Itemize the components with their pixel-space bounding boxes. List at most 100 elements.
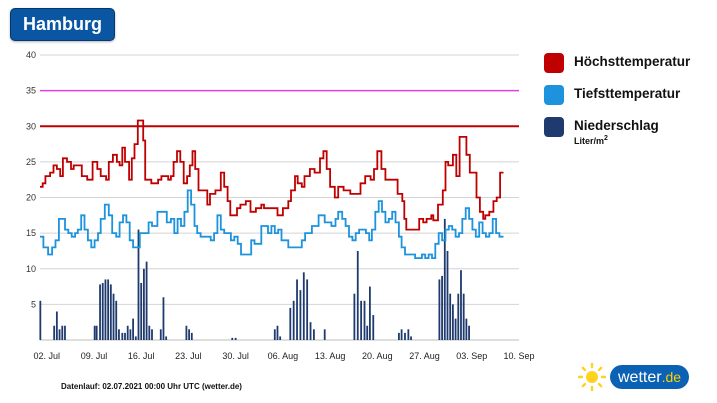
- legend-label-min: Tiefsttemperatur: [574, 86, 681, 101]
- legend-label-precip: Niederschlag: [574, 118, 659, 133]
- x-tick-label: 10. Sep: [503, 351, 534, 361]
- precip-bar: [279, 336, 282, 340]
- precip-bar: [55, 311, 58, 340]
- precip-bar: [457, 293, 460, 340]
- precip-bar: [234, 337, 237, 340]
- legend-precip-unit: Liter/m2: [574, 135, 608, 146]
- precip-bar: [185, 325, 188, 340]
- max-temp-line: [40, 119, 504, 231]
- y-tick-label: 40: [26, 50, 36, 60]
- precip-bar: [313, 329, 315, 340]
- precip-bar: [190, 332, 193, 340]
- brand-name: wetter.de: [610, 365, 690, 389]
- precip-bar: [39, 300, 42, 340]
- precip-bar: [162, 297, 165, 340]
- precip-bar: [292, 300, 295, 340]
- x-tick-label: 23. Jul: [175, 351, 202, 361]
- precip-bar: [276, 325, 279, 340]
- legend-unit-exp: 2: [604, 135, 608, 142]
- precip-bar: [126, 325, 129, 340]
- precip-bar: [112, 293, 115, 340]
- precip-bar: [309, 322, 312, 340]
- precip-bar: [93, 325, 96, 340]
- precip-bar: [159, 329, 162, 340]
- precip-bar: [273, 329, 276, 340]
- x-tick-label: 27. Aug: [409, 351, 440, 361]
- precip-bar: [441, 275, 443, 340]
- brand-word: wetter: [618, 369, 662, 386]
- y-tick-label: 15: [26, 228, 36, 238]
- sun-icon: [577, 362, 607, 392]
- x-tick-label: 06. Aug: [268, 351, 299, 361]
- precip-bar: [142, 268, 145, 340]
- precip-bar: [353, 293, 356, 340]
- precip-bar: [99, 284, 101, 340]
- precip-bar: [366, 325, 369, 340]
- precip-bar: [53, 325, 56, 340]
- y-tick-label: 5: [31, 299, 36, 309]
- precip-bar: [101, 283, 104, 340]
- y-tick-label: 20: [26, 193, 36, 203]
- legend-unit-text: Liter/m: [574, 136, 605, 146]
- y-tick-label: 30: [26, 121, 36, 131]
- x-tick-label: 03. Sep: [456, 351, 487, 361]
- brand-tld: .de: [661, 369, 682, 385]
- precip-bar: [410, 336, 412, 340]
- temperature-lines: [40, 119, 504, 259]
- precip-bar: [323, 329, 326, 340]
- precip-bar: [95, 325, 98, 340]
- x-tick-label: 30. Jul: [222, 351, 249, 361]
- precip-bar: [231, 337, 234, 340]
- legend-swatch-precip: [544, 117, 564, 137]
- x-tick-label: 20. Aug: [362, 351, 393, 361]
- precip-bar: [124, 332, 126, 340]
- precip-bar: [460, 270, 462, 340]
- precip-bar: [438, 279, 441, 340]
- precip-bar: [104, 279, 107, 340]
- precip-bar: [306, 279, 309, 340]
- x-tick-label: 09. Jul: [81, 351, 108, 361]
- precip-bar: [462, 293, 465, 340]
- precip-bar: [465, 318, 468, 340]
- x-tick-label: 13. Aug: [315, 351, 346, 361]
- precip-bar: [109, 284, 112, 340]
- precip-bar: [145, 261, 148, 340]
- precip-bar: [449, 293, 452, 340]
- precip-bar: [360, 300, 363, 340]
- precip-bar: [363, 300, 366, 340]
- precip-bar: [407, 329, 410, 340]
- min-temp-line: [40, 189, 504, 259]
- precip-bar: [289, 307, 292, 340]
- x-tick-label: 16. Jul: [128, 351, 155, 361]
- brand-logo[interactable]: wetter.de: [577, 362, 690, 392]
- precip-bar: [121, 332, 124, 340]
- legend-label-max: Höchsttemperatur: [574, 54, 691, 69]
- data-run-footer: Datenlauf: 02.07.2021 00:00 Uhr UTC (wet…: [61, 382, 242, 391]
- precip-bar: [148, 325, 151, 340]
- precip-bar: [468, 325, 470, 340]
- precip-bar: [400, 329, 403, 340]
- precip-bar: [454, 318, 457, 340]
- precip-bar: [115, 300, 118, 340]
- precip-bar: [188, 329, 190, 340]
- precip-bar: [58, 329, 61, 340]
- reference-lines: [40, 89, 519, 128]
- x-tick-label: 02. Jul: [33, 351, 60, 361]
- precip-bar: [132, 318, 135, 340]
- precip-bar: [118, 329, 120, 340]
- precip-bar: [299, 290, 302, 340]
- precip-bar: [404, 332, 406, 340]
- city-title: Hamburg: [10, 8, 116, 41]
- y-tick-label: 35: [26, 86, 36, 96]
- y-tick-label: 10: [26, 264, 36, 274]
- precip-bar: [137, 229, 140, 340]
- precip-bar: [165, 336, 168, 340]
- precip-bar: [140, 283, 143, 340]
- axis-ticks: 5 10 15 20 25 30 35 40 02. Jul 09. Jul 16. Jul 23. …: [26, 50, 535, 361]
- precip-bar: [129, 329, 132, 340]
- precip-bar: [107, 279, 110, 340]
- precip-bar: [296, 279, 298, 340]
- legend-swatch-max: [544, 53, 564, 73]
- precip-bar: [134, 336, 137, 340]
- precip-bar: [443, 218, 446, 340]
